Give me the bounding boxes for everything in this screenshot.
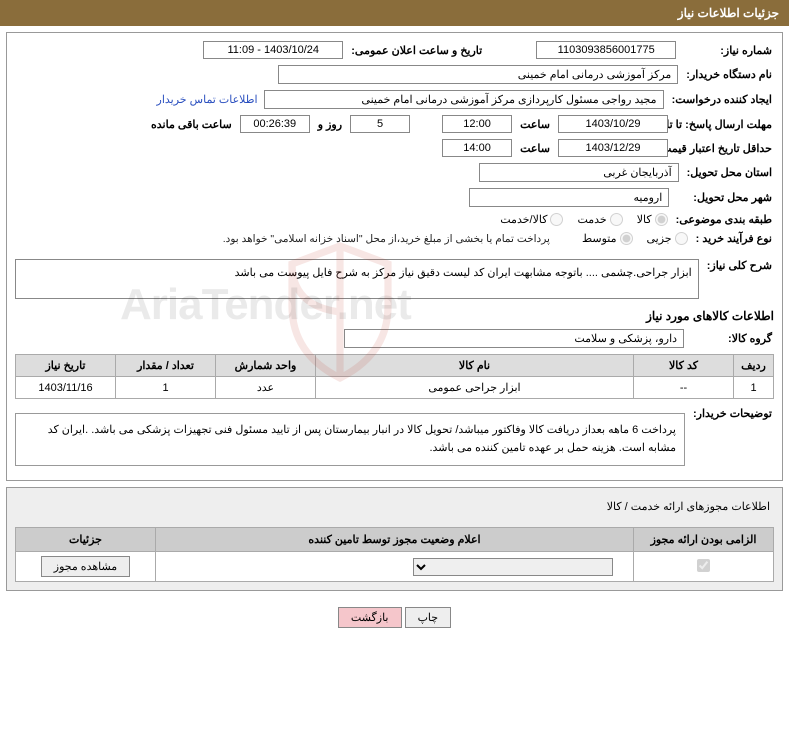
- proc-note: پرداخت تمام یا بخشی از مبلغ خرید،از محل …: [223, 233, 550, 245]
- license-panel: اطلاعات مجوزهای ارائه خدمت / کالا الزامی…: [6, 487, 783, 591]
- cell-row: 1: [734, 377, 774, 399]
- radio-medium[interactable]: [620, 232, 633, 245]
- th-code: کد کالا: [634, 355, 734, 377]
- remain-label: ساعت باقی مانده: [149, 118, 234, 131]
- category-label: طبقه بندی موضوعی:: [674, 213, 774, 226]
- requester-field: مجید رواجی مسئول کارپردازی مرکز آموزشی د…: [264, 90, 664, 109]
- desc-label: شرح کلی نیاز:: [705, 259, 774, 272]
- back-button[interactable]: بازگشت: [338, 607, 402, 628]
- desc-box: ابزار جراحی.چشمی .... باتوجه مشابهت ایرا…: [15, 259, 699, 299]
- need-no-label: شماره نیاز:: [718, 44, 774, 57]
- announce-field: 1403/10/24 - 11:09: [203, 41, 343, 59]
- time-label-1: ساعت: [518, 118, 552, 131]
- valid-date-field: 1403/12/29: [558, 139, 668, 157]
- status-combo[interactable]: [413, 558, 613, 576]
- radio-service[interactable]: [610, 213, 623, 226]
- cell-code: --: [634, 377, 734, 399]
- goods-table: ردیف کد کالا نام کالا واحد شمارش تعداد /…: [15, 354, 774, 399]
- city-field: ارومیه: [469, 188, 669, 207]
- table-row: 1 -- ابزار جراحی عمومی عدد 1 1403/11/16: [16, 377, 774, 399]
- view-license-button[interactable]: مشاهده مجوز: [41, 556, 130, 577]
- proc-radios: جزیی متوسط: [582, 232, 688, 245]
- city-label: شهر محل تحویل:: [691, 191, 774, 204]
- page-header: جزئیات اطلاعات نیاز: [0, 0, 789, 26]
- th-row: ردیف: [734, 355, 774, 377]
- requester-label: ایجاد کننده درخواست:: [670, 93, 774, 106]
- cell-name: ابزار جراحی عمومی: [316, 377, 634, 399]
- radio-both[interactable]: [550, 213, 563, 226]
- radio-goods-label: کالا: [637, 213, 652, 226]
- province-field: آذربایجان غربی: [479, 163, 679, 182]
- radio-both-label: کالا/خدمت: [500, 213, 547, 226]
- cell-date: 1403/11/16: [16, 377, 116, 399]
- goods-info-title: اطلاعات کالاهای مورد نیاز: [15, 309, 774, 323]
- radio-medium-label: متوسط: [582, 232, 617, 245]
- goods-group-label: گروه کالا:: [726, 332, 774, 345]
- buyer-note-box: پرداخت 6 ماهه بعداز دریافت کالا وفاکتور …: [15, 413, 685, 466]
- buyer-note-label: توضیحات خریدار:: [691, 407, 774, 420]
- license-title: اطلاعات مجوزهای ارائه خدمت / کالا: [15, 496, 774, 517]
- days-field: 5: [350, 115, 410, 133]
- radio-partial[interactable]: [675, 232, 688, 245]
- radio-partial-label: جزیی: [647, 232, 672, 245]
- proc-label: نوع فرآیند خرید :: [694, 232, 774, 245]
- radio-service-label: خدمت: [577, 213, 606, 226]
- contact-link[interactable]: اطلاعات تماس خریدار: [157, 93, 258, 106]
- announce-label: تاریخ و ساعت اعلان عمومی:: [349, 44, 484, 57]
- th-qty: تعداد / مقدار: [116, 355, 216, 377]
- valid-time-field: 14:00: [442, 139, 512, 157]
- mandatory-checkbox[interactable]: [697, 559, 710, 572]
- province-label: استان محل تحویل:: [685, 166, 774, 179]
- footer-buttons: چاپ بازگشت: [0, 597, 789, 638]
- category-radios: کالا خدمت کالا/خدمت: [500, 213, 667, 226]
- license-row: مشاهده مجوز: [16, 552, 774, 582]
- resp-time-field: 12:00: [442, 115, 512, 133]
- license-table: الزامی بودن ارائه مجوز اعلام وضعیت مجوز …: [15, 527, 774, 582]
- resp-date-field: 1403/10/29: [558, 115, 668, 133]
- th-unit: واحد شمارش: [216, 355, 316, 377]
- lic-th-mandatory: الزامی بودن ارائه مجوز: [634, 528, 774, 552]
- need-no-field: 1103093856001775: [536, 41, 676, 59]
- buyer-org-label: نام دستگاه خریدار:: [684, 68, 774, 81]
- radio-goods[interactable]: [655, 213, 668, 226]
- cell-qty: 1: [116, 377, 216, 399]
- print-button[interactable]: چاپ: [405, 607, 452, 628]
- time-label-2: ساعت: [518, 142, 552, 155]
- lic-th-status: اعلام وضعیت مجوز توسط تامین کننده: [156, 528, 634, 552]
- th-date: تاریخ نیاز: [16, 355, 116, 377]
- resp-deadline-label: مهلت ارسال پاسخ: تا تاریخ:: [674, 118, 774, 131]
- valid-label: حداقل تاریخ اعتبار قیمت: تا تاریخ:: [674, 142, 774, 155]
- remain-field: 00:26:39: [240, 115, 310, 133]
- goods-group-field: دارو، پزشکی و سلامت: [344, 329, 684, 348]
- main-panel: شماره نیاز: 1103093856001775 تاریخ و ساع…: [6, 32, 783, 481]
- buyer-org-field: مرکز آموزشی درمانی امام خمینی: [278, 65, 678, 84]
- days-label: روز و: [316, 118, 344, 131]
- th-name: نام کالا: [316, 355, 634, 377]
- lic-th-details: جزئیات: [16, 528, 156, 552]
- cell-unit: عدد: [216, 377, 316, 399]
